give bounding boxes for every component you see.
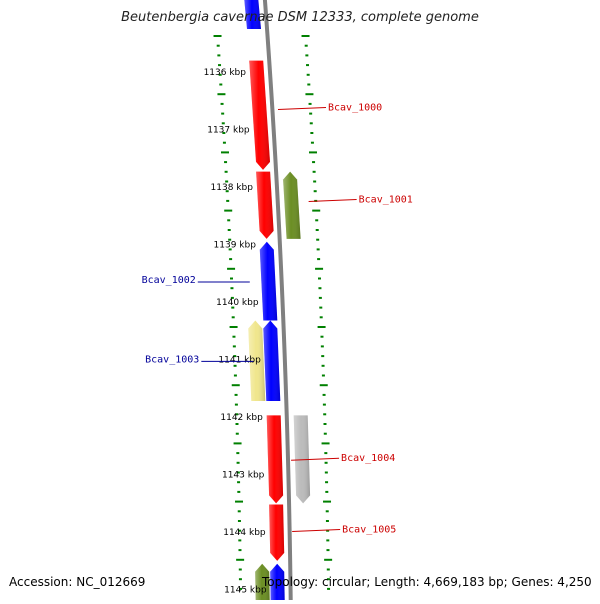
callout-label-bcav_1000[interactable]: Bcav_1000 <box>328 102 382 113</box>
gene-arrow-shading <box>244 0 261 29</box>
gene-features <box>244 0 311 604</box>
gene-bcav_1004[interactable] <box>266 415 284 504</box>
gene-arrow-shading <box>263 320 281 401</box>
length-label: Length: 4,669,183 bp; <box>374 575 508 589</box>
callout-label-bcav_1003[interactable]: Bcav_1003 <box>145 354 199 365</box>
gene-bcav_1005[interactable] <box>269 504 285 561</box>
gene-bcav_1002[interactable] <box>259 241 278 321</box>
scale-label: 1138 kbp <box>211 183 254 193</box>
gene-arrow[interactable] <box>270 563 285 604</box>
scale-label: 1145 kbp <box>224 586 267 596</box>
map-title: Beutenbergia cavernae DSM 12333, complet… <box>121 10 479 25</box>
genes-count-label: Genes: 4,250 <box>511 575 592 589</box>
callout-leader-line <box>292 529 341 533</box>
gene-arrow-shading <box>259 241 278 321</box>
gene-callouts: Bcav_1000 Bcav_1001 Bcav_1002 Bcav_1003 Bcav… <box>142 102 413 535</box>
scale-label: 1142 kbp <box>220 413 263 423</box>
scale-ticks <box>213 35 333 590</box>
topology-label: Topology: circular; <box>262 575 371 589</box>
scale-label: 1139 kbp <box>214 241 257 251</box>
gene-arrow-shading <box>270 563 285 604</box>
callout-label-bcav_1001[interactable]: Bcav_1001 <box>359 194 413 205</box>
callout-label-bcav_1005[interactable]: Bcav_1005 <box>342 525 396 536</box>
accession-label: Accession: NC_012669 <box>9 575 146 589</box>
backbone-line <box>262 0 293 604</box>
gene-arrow-shading <box>266 415 284 504</box>
callout-leader-line <box>291 457 340 461</box>
gene-arrow-shading <box>248 320 266 401</box>
scale-label: 1143 kbp <box>222 471 265 481</box>
gene-arrow-shading <box>283 171 301 239</box>
genome-backbone <box>262 0 293 604</box>
gene-arrow[interactable] <box>256 171 274 239</box>
scale-label: 1141 kbp <box>218 356 261 366</box>
scale-label: 1144 kbp <box>223 528 266 538</box>
gene-arrow[interactable] <box>248 320 266 402</box>
scale-labels: 1136 kbp 1137 kbp 1138 kbp 1139 kbp 1140 kbp… <box>204 68 267 596</box>
gene-arrow-shading <box>256 171 274 239</box>
gene-bcav_1003[interactable] <box>263 320 281 402</box>
callout-label-bcav_1002[interactable]: Bcav_1002 <box>142 275 196 286</box>
gene-arrow[interactable] <box>244 0 261 29</box>
gene-bcav_1000[interactable] <box>249 60 270 170</box>
gene-arrow-shading <box>269 504 285 561</box>
gene-arrow-shading <box>255 563 270 604</box>
callout-leader-line <box>277 106 327 110</box>
callout-leader-line <box>308 198 357 202</box>
scale-label: 1137 kbp <box>207 126 250 136</box>
genome-summary: Topology: circular; Length: 4,669,183 bp… <box>262 575 592 589</box>
scale-label: 1140 kbp <box>216 298 259 308</box>
gene-arrow-shading <box>249 60 270 170</box>
gene-bcav_1001[interactable] <box>283 171 301 239</box>
callout-label-bcav_1004[interactable]: Bcav_1004 <box>341 453 395 464</box>
gene-arrow[interactable] <box>255 563 270 604</box>
scale-label: 1136 kbp <box>204 68 247 78</box>
